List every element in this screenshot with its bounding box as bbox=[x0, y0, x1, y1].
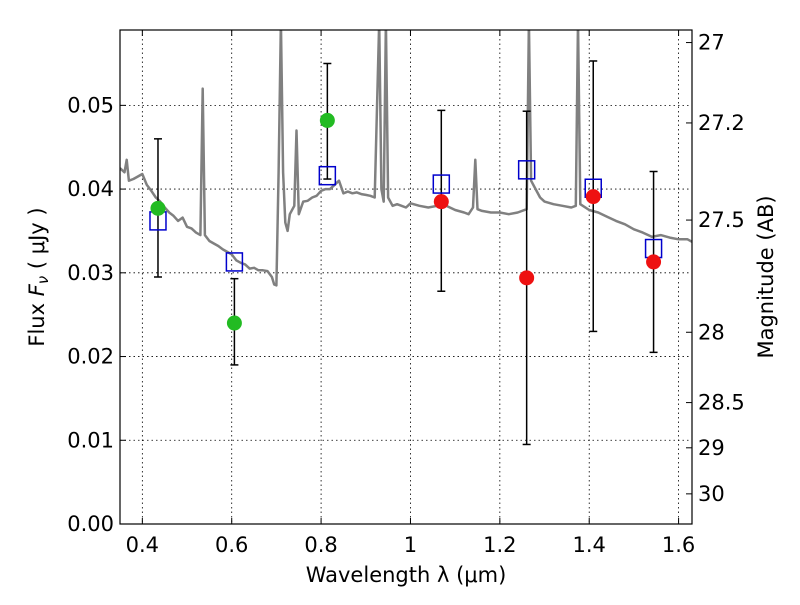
observed-point bbox=[585, 189, 601, 205]
y2-tick-label: 27.5 bbox=[698, 208, 745, 232]
y-tick-label: 0.05 bbox=[67, 93, 114, 117]
x-tick-label: 1.2 bbox=[483, 533, 516, 557]
y-axis-title: Flux Fν ( μJy ) bbox=[25, 207, 52, 346]
observed-point bbox=[226, 315, 242, 331]
observed-point bbox=[519, 270, 535, 286]
y2-tick-label: 27.2 bbox=[698, 111, 745, 135]
x-tick-label: 1 bbox=[404, 533, 417, 557]
axes-border bbox=[119, 29, 693, 525]
y2-tick-label: 28.5 bbox=[698, 391, 745, 415]
model-band-square bbox=[225, 252, 244, 272]
x-tick-label: 1.4 bbox=[573, 533, 606, 557]
x-tick-label: 0.8 bbox=[304, 533, 337, 557]
model-band-square bbox=[432, 174, 451, 194]
grid-lines bbox=[120, 30, 692, 524]
x-axis-title: Wavelength λ (μm) bbox=[306, 563, 507, 587]
x-tick-label: 1.6 bbox=[662, 533, 695, 557]
observed-point bbox=[646, 254, 662, 270]
ticks: 0.4 0.6 0.8 1 1.2 1.4 1.6 0.00 0.01 0.02 0.03 0.04 0… bbox=[67, 30, 745, 557]
model-band-square bbox=[517, 160, 536, 180]
model-band-square bbox=[318, 165, 337, 186]
observed-point bbox=[433, 194, 449, 210]
model-spectrum-line bbox=[120, 30, 692, 287]
y2-axis-title: Magnitude (AB) bbox=[754, 195, 778, 358]
y-tick-label: 0.01 bbox=[67, 428, 114, 452]
y-tick-label: 0.00 bbox=[67, 512, 114, 536]
y-tick-label: 0.03 bbox=[67, 261, 114, 285]
y-tick-label: 0.04 bbox=[67, 177, 114, 201]
x-tick-label: 0.6 bbox=[215, 533, 248, 557]
observed-point bbox=[150, 200, 166, 216]
plot-area bbox=[120, 30, 692, 446]
y2-tick-label: 27 bbox=[698, 31, 725, 55]
x-tick-label: 0.4 bbox=[126, 533, 159, 557]
observed-point bbox=[319, 112, 335, 128]
y2-tick-label: 29 bbox=[698, 436, 725, 460]
y2-tick-label: 28 bbox=[698, 320, 725, 344]
y-tick-label: 0.02 bbox=[67, 345, 114, 369]
axes-frame bbox=[119, 29, 693, 525]
y2-tick-label: 30 bbox=[698, 482, 725, 506]
